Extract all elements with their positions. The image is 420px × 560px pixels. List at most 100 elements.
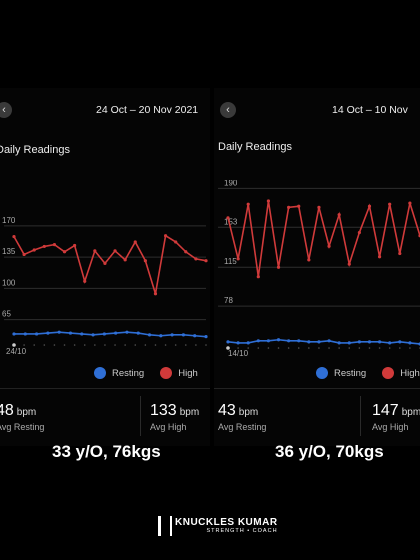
data-point-high <box>184 250 188 254</box>
data-point-high <box>123 258 127 262</box>
series-line-resting <box>227 338 420 345</box>
x-axis-tick <box>398 347 401 349</box>
avg-resting-unit: bpm <box>16 407 37 418</box>
data-point-high <box>42 244 46 249</box>
data-point-resting <box>236 341 240 345</box>
data-point-high <box>133 240 137 244</box>
chevron-left-icon: ‹ <box>226 104 230 116</box>
data-point-high <box>408 201 412 205</box>
data-point-high <box>398 251 402 256</box>
legend-high-label: High <box>400 367 420 379</box>
data-point-resting <box>408 341 412 345</box>
avg-high-caption: Avg High <box>150 422 187 432</box>
data-point-high <box>236 257 240 261</box>
heart-rate-chart: 65 100 135 170 24/10 <box>2 216 208 356</box>
data-point-resting <box>347 341 351 345</box>
data-point-high <box>194 257 198 261</box>
x-axis-tick <box>184 344 187 346</box>
legend-resting-label: Resting <box>334 367 367 379</box>
data-point-high <box>62 250 67 254</box>
chart-legend: Resting High <box>94 367 210 379</box>
x-axis-tick <box>83 344 86 346</box>
x-axis-tick <box>23 344 25 346</box>
x-axis-tick <box>124 344 126 346</box>
legend-resting-label: Resting <box>112 367 145 379</box>
legend-resting[interactable]: Resting <box>94 367 144 379</box>
data-point-high <box>73 243 77 248</box>
x-axis-tick <box>154 344 157 346</box>
x-axis-tick <box>104 344 106 346</box>
data-point-high <box>83 279 87 283</box>
data-point-resting <box>114 331 118 335</box>
x-axis-tick <box>226 346 230 350</box>
data-point-resting <box>388 341 392 345</box>
data-point-high <box>113 249 117 253</box>
legend-resting[interactable]: Resting <box>316 367 366 379</box>
avg-resting-stat: 48 bpm Avg Resting <box>0 402 44 432</box>
data-point-high <box>174 240 178 244</box>
stat-divider <box>140 396 141 436</box>
avg-high-value: 147 <box>372 402 399 419</box>
series-line-resting <box>14 331 207 338</box>
data-point-high <box>276 265 281 269</box>
data-point-high <box>204 259 208 263</box>
data-point-resting <box>193 334 197 338</box>
x-axis-tick <box>12 343 16 347</box>
data-point-resting <box>159 334 163 338</box>
data-point-resting <box>136 331 140 335</box>
avg-high-stat: 147 bpm Avg High <box>372 402 420 432</box>
x-axis-tick <box>338 347 340 349</box>
x-axis-tick <box>318 347 320 349</box>
data-point-high <box>287 205 291 209</box>
y-tick-label: 153 <box>224 217 238 226</box>
data-point-high <box>143 259 147 263</box>
date-range: 24 Oct – 20 Nov 2021 <box>96 104 199 116</box>
data-point-high <box>12 234 16 239</box>
data-point-resting <box>377 340 382 344</box>
x-axis-tick <box>267 347 270 349</box>
data-point-resting <box>204 335 208 339</box>
data-point-resting <box>181 333 186 337</box>
legend-high[interactable]: High <box>382 367 420 379</box>
data-point-resting <box>307 340 311 344</box>
data-point-resting <box>256 339 260 343</box>
back-button[interactable]: ‹ <box>0 102 12 118</box>
avg-resting-value: 48 <box>0 402 14 419</box>
data-point-resting <box>297 339 301 343</box>
back-button[interactable]: ‹ <box>220 102 236 118</box>
y-tick-label: 100 <box>2 278 16 287</box>
y-tick-label: 78 <box>224 296 233 305</box>
data-point-high <box>226 216 230 220</box>
data-point-resting <box>266 339 271 343</box>
divider <box>0 388 210 389</box>
section-title: Daily Readings <box>0 144 70 156</box>
data-point-resting <box>367 340 372 344</box>
data-point-high <box>266 199 271 203</box>
x-axis-tick <box>277 347 280 349</box>
x-axis-tick <box>134 344 137 346</box>
data-point-resting <box>80 332 84 336</box>
x-axis-tick <box>409 347 411 349</box>
data-point-resting <box>327 339 331 343</box>
y-tick-label: 135 <box>2 247 16 256</box>
y-tick-label: 65 <box>2 310 11 319</box>
right-panel: ‹ 14 Oct – 10 Nov Daily Readings 78 115 15… <box>214 88 420 446</box>
x-axis-tick <box>144 344 147 346</box>
data-point-resting <box>125 330 129 334</box>
x-axis-tick <box>368 347 371 349</box>
legend-high[interactable]: High <box>160 367 198 379</box>
x-axis-tick <box>33 344 36 346</box>
data-point-high <box>153 292 158 296</box>
data-point-resting <box>12 332 16 336</box>
x-start-label: 14/10 <box>228 349 249 358</box>
data-point-resting <box>34 332 39 336</box>
x-start-label: 24/10 <box>6 347 27 356</box>
avg-high-unit: bpm <box>179 407 200 418</box>
data-point-resting <box>398 340 402 344</box>
x-axis-tick <box>287 347 290 349</box>
y-tick-label: 170 <box>2 216 16 225</box>
data-point-resting <box>287 339 291 343</box>
x-axis-tick <box>388 347 391 349</box>
date-range: 14 Oct – 10 Nov <box>332 104 408 116</box>
data-point-resting <box>246 341 250 345</box>
